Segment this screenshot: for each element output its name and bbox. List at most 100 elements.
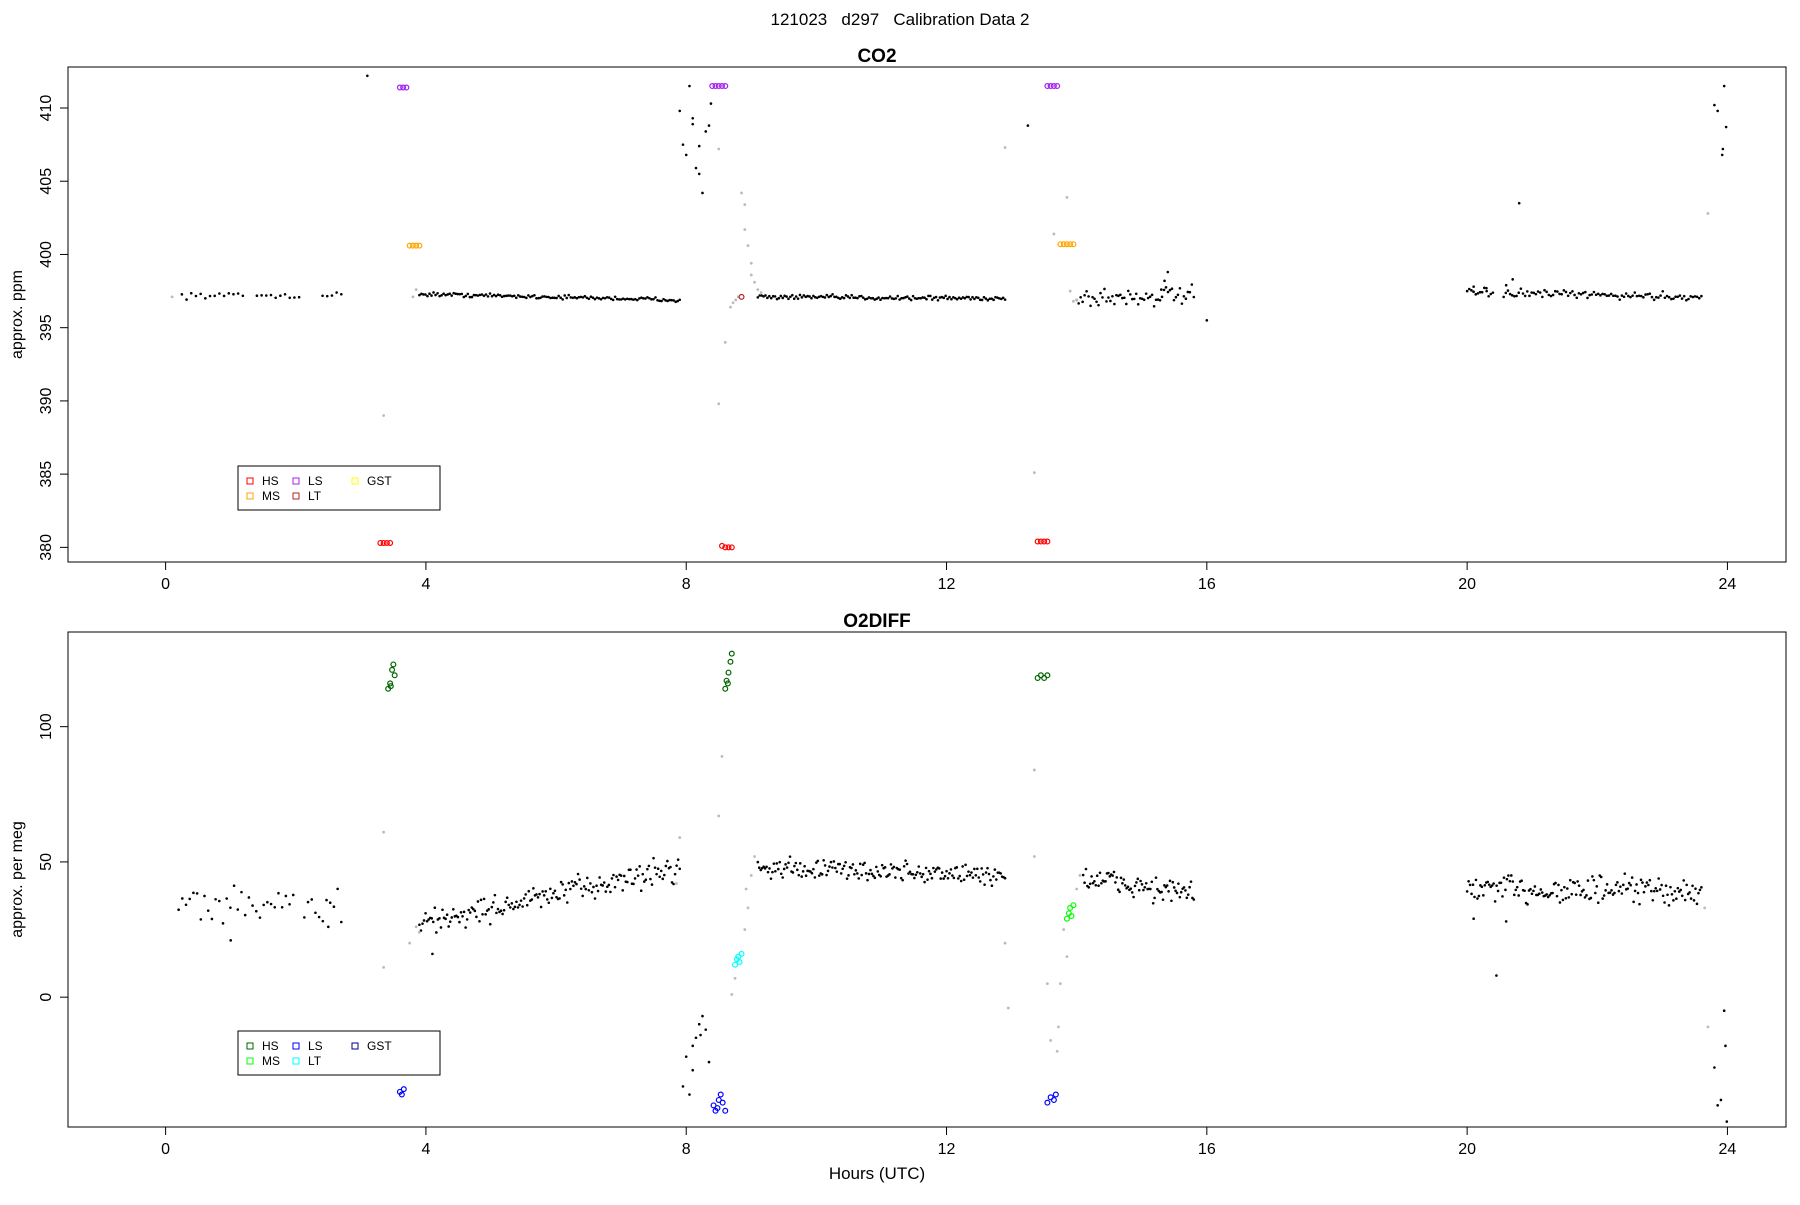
trace-point [446, 293, 449, 296]
trace-point [823, 864, 827, 867]
y-tick-label: 390 [38, 387, 55, 414]
trace-point [984, 871, 988, 874]
trace-point [774, 869, 777, 873]
trace-point [1107, 871, 1110, 875]
data-point [1713, 1066, 1716, 1069]
trace-point [863, 861, 866, 865]
flush-point [743, 928, 747, 931]
trace-point [828, 865, 831, 868]
trace-point [1695, 295, 1699, 299]
trace-point [1689, 897, 1693, 900]
trace-point [1168, 879, 1172, 883]
trace-point [538, 892, 541, 896]
x-tick-label: 20 [1458, 1141, 1476, 1158]
trace-point [990, 297, 993, 300]
trace-point [907, 872, 910, 875]
trace-point [218, 292, 221, 295]
trace-point [1620, 294, 1624, 297]
trace-point [1107, 296, 1110, 299]
trace-point [1081, 300, 1084, 304]
trace-point [1665, 294, 1669, 298]
trace-point [1631, 294, 1634, 297]
cal-point-ls [1044, 83, 1051, 90]
trace-point [1483, 883, 1487, 887]
trace-point [1150, 293, 1154, 297]
trace-point [522, 897, 526, 900]
trace-point [766, 870, 770, 874]
trace-point [640, 296, 643, 299]
trace-point [1592, 290, 1596, 294]
trace-point [669, 865, 672, 869]
trace-point [502, 294, 506, 298]
trace-point [1551, 293, 1555, 297]
trace-point [601, 884, 604, 887]
trace-point [968, 873, 972, 877]
trace-point [1152, 304, 1156, 308]
trace-point [590, 890, 594, 894]
trace-point [232, 884, 236, 887]
flush-point [1003, 146, 1007, 149]
trace-point [181, 897, 184, 900]
data-point [701, 1014, 704, 1018]
trace-point [459, 911, 463, 914]
trace-point [521, 905, 524, 908]
trace-point [1519, 287, 1523, 290]
trace-point [581, 296, 585, 299]
trace-point [1614, 294, 1617, 298]
flush-point [1003, 941, 1007, 945]
trace-point [1626, 887, 1630, 890]
trace-point [504, 294, 508, 298]
trace-point [769, 877, 773, 880]
trace-point [1538, 892, 1541, 896]
trace-point [1478, 290, 1482, 294]
trace-point [1165, 884, 1169, 887]
trace-point [1184, 889, 1187, 892]
trace-point [942, 296, 946, 300]
trace-point [466, 292, 470, 296]
data-point [678, 109, 682, 113]
trace-point [247, 896, 251, 899]
trace-point [1585, 894, 1588, 897]
trace-point [927, 869, 931, 873]
trace-point [623, 298, 627, 301]
trace-point [1650, 889, 1653, 893]
trace-point [1087, 295, 1090, 298]
trace-point [1143, 885, 1147, 889]
trace-point [993, 868, 997, 871]
trace-point [474, 293, 478, 297]
trace-point [484, 913, 487, 916]
flush-point [1075, 298, 1079, 302]
y-tick-label: 405 [38, 168, 55, 195]
trace-point [1504, 291, 1508, 295]
trace-point [1510, 874, 1513, 877]
trace-point [1130, 297, 1134, 301]
trace-point [1083, 881, 1086, 885]
trace-point [195, 892, 199, 895]
trace-point [914, 873, 918, 877]
trace-point [506, 294, 510, 297]
trace-point [1584, 290, 1587, 294]
trace-point [199, 292, 202, 296]
trace-point [1515, 885, 1519, 889]
trace-point [937, 867, 941, 870]
trace-point [493, 893, 497, 897]
trace-point [672, 882, 675, 886]
trace-point [604, 890, 608, 893]
trace-point [835, 295, 838, 299]
trace-point [435, 931, 438, 934]
data-point [1722, 84, 1726, 88]
flush-point [717, 147, 721, 151]
trace-point [597, 297, 601, 300]
cal-point-ls [400, 84, 407, 91]
trace-point [847, 874, 850, 877]
data-point [681, 143, 685, 146]
trace-point [965, 295, 969, 299]
trace-point [933, 870, 937, 873]
trace-point [1491, 291, 1495, 294]
trace-point [519, 295, 522, 298]
trace-point [676, 299, 679, 303]
trace-point [519, 899, 523, 902]
cal-point-ls [715, 83, 722, 90]
trace-point [1526, 903, 1529, 906]
trace-point [1589, 896, 1593, 900]
